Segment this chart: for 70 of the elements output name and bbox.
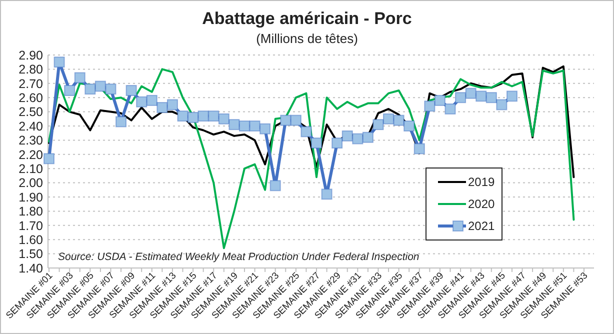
y-tick-label: 2.20 xyxy=(18,148,44,162)
point xyxy=(249,120,260,132)
point xyxy=(404,120,415,132)
y-tick-label: 1.50 xyxy=(18,247,44,262)
point xyxy=(74,72,86,84)
point xyxy=(126,85,137,96)
point xyxy=(156,102,168,114)
point xyxy=(465,88,476,99)
legend-label: 2020 xyxy=(468,197,496,212)
chart-title: Abattage américain - Porc xyxy=(202,9,412,28)
point xyxy=(260,123,271,134)
y-tick-label: 2.30 xyxy=(18,134,44,148)
point xyxy=(44,153,54,164)
y-tick-label: 1.60 xyxy=(18,232,44,247)
point xyxy=(238,120,250,132)
point xyxy=(228,119,240,130)
point xyxy=(393,114,404,126)
point xyxy=(84,84,96,95)
point xyxy=(444,103,456,114)
point xyxy=(414,143,425,154)
line-series xyxy=(48,68,575,250)
legend-label: 2021 xyxy=(468,219,496,234)
point xyxy=(208,110,220,122)
point xyxy=(496,99,508,110)
point xyxy=(342,130,353,142)
point xyxy=(434,94,446,106)
y-tick-label: 1.80 xyxy=(18,204,44,219)
y-tick-label: 2.50 xyxy=(18,105,44,120)
y-tick-label: 2.70 xyxy=(18,76,44,91)
y-tick-label: 2.80 xyxy=(18,62,44,77)
point xyxy=(321,188,332,200)
y-tick-label: 2.00 xyxy=(18,176,44,190)
point xyxy=(332,138,343,149)
chart-subtitle: (Millions de têtes) xyxy=(256,31,358,46)
point xyxy=(486,92,497,104)
y-tick-label: 2.10 xyxy=(18,162,44,176)
y-tick-label: 1.90 xyxy=(18,190,44,204)
annotation: Source: USDA - Estimated Weekly Meat Production Under Federal Inspection xyxy=(58,251,420,263)
point xyxy=(290,114,302,126)
point xyxy=(54,56,65,68)
y-tick-label: 2.90 xyxy=(18,48,44,62)
point xyxy=(383,113,394,124)
y-tick-label: 1.70 xyxy=(18,218,44,233)
point xyxy=(146,94,158,106)
point xyxy=(311,138,322,149)
point xyxy=(116,116,127,128)
y-tick-label: 2.60 xyxy=(18,90,44,105)
point xyxy=(476,90,487,102)
legend-label: 2019 xyxy=(468,175,496,190)
point xyxy=(218,113,230,124)
point xyxy=(270,180,281,192)
point xyxy=(105,84,116,95)
point xyxy=(300,126,312,138)
point xyxy=(455,92,466,104)
point xyxy=(424,100,436,112)
point xyxy=(188,112,199,123)
point xyxy=(362,132,374,143)
point xyxy=(177,110,188,122)
point xyxy=(352,133,364,144)
point xyxy=(136,96,148,108)
point xyxy=(280,114,292,126)
line-series xyxy=(48,65,575,178)
point xyxy=(94,80,106,92)
point xyxy=(198,110,209,122)
y-tick-label: 2.40 xyxy=(18,119,44,134)
point xyxy=(64,85,76,96)
point xyxy=(506,90,518,102)
point xyxy=(166,99,178,110)
point xyxy=(372,119,384,130)
y-tick-label: 1.40 xyxy=(18,261,44,276)
